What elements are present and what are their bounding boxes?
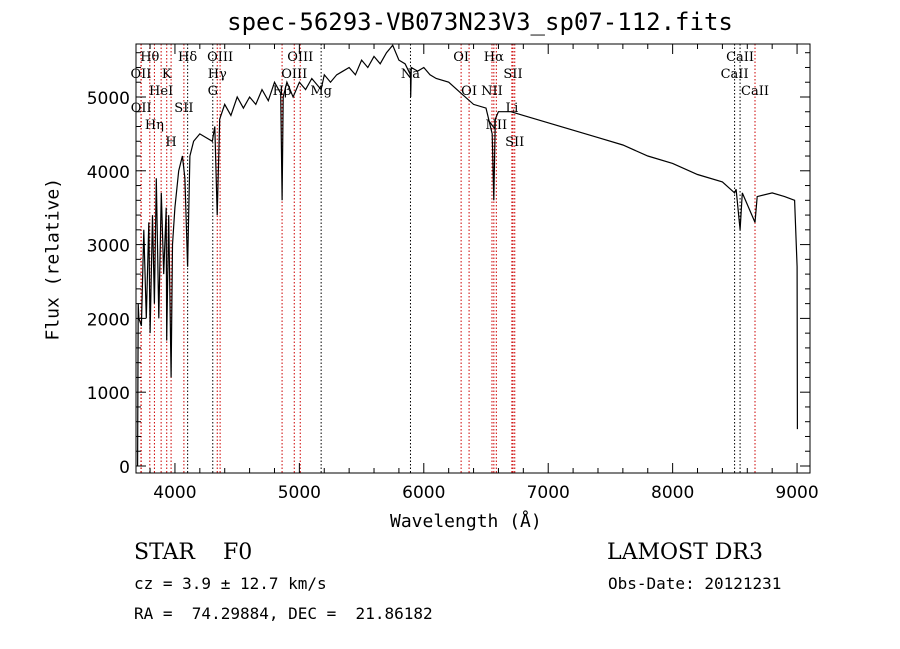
x-axis-label: Wavelength (Å) [390,511,542,532]
spectrum-line [137,44,799,467]
redshift-text: cz = 3.9 ± 12.7 km/s [134,574,327,593]
object-class: STAR F0 [134,540,253,565]
spectral-line-label: OI [461,84,477,99]
x-tick-label: 5000 [278,483,321,503]
x-tick-label: 4000 [153,483,196,503]
spectral-line-label: SII [505,135,524,150]
coordinates-text: RA = 74.29884, DEC = 21.86182 [134,604,433,623]
spectral-line-label: CaII [726,50,754,65]
spectral-line-label: NII [481,84,503,99]
spectral-line-label: Li [505,101,518,116]
spectral-line-label: H [165,135,176,150]
spectral-line-label: Na [401,67,420,82]
spectral-line-label: OII [131,101,152,116]
spectral-line-label: Hη [145,118,164,133]
spectral-line-label: K [162,67,172,82]
y-tick-label: 1000 [87,384,130,404]
y-tick-label: 2000 [87,310,130,330]
spectral-line-label: OIII [287,50,313,65]
x-tick-label: 9000 [775,483,818,503]
spectral-line-label: OI [453,50,469,65]
x-tick-label: 7000 [527,483,570,503]
spectral-line-label: OIII [207,50,233,65]
plot-frame [135,43,811,474]
spectral-line-label: NII [486,118,508,133]
spectral-line-label: Hδ [178,50,197,65]
spectral-line-label: Hθ [140,50,159,65]
spectral-line-label: Hα [484,50,504,65]
spectral-line-label: CaII [741,84,769,99]
spectral-line-label: CaII [721,67,749,82]
y-tick-label: 0 [119,458,130,478]
spectral-line-label: G [208,84,218,99]
spectral-line-label: Mg [310,84,332,99]
spectral-line-label: Hγ [208,67,227,82]
obs-date-text: Obs-Date: 20121231 [608,574,782,593]
spectral-line-label: HeI [149,84,173,99]
y-tick-label: 3000 [87,237,130,257]
y-tick-label: 4000 [87,163,130,183]
chart-title: spec-56293-VB073N23V3_sp07-112.fits [227,8,733,36]
x-tick-label: 8000 [651,483,694,503]
survey-name: LAMOST DR3 [607,540,763,565]
y-axis-label: Flux (relative) [42,177,64,341]
spectral-line-label: OII [131,67,152,82]
spectral-line-label: OIII [281,67,307,82]
spectral-line-label: Hβ [273,84,292,99]
x-tick-label: 6000 [402,483,445,503]
y-tick-label: 5000 [87,89,130,109]
spectral-line-label: SII [503,67,522,82]
spectral-line-label: SII [174,101,193,116]
